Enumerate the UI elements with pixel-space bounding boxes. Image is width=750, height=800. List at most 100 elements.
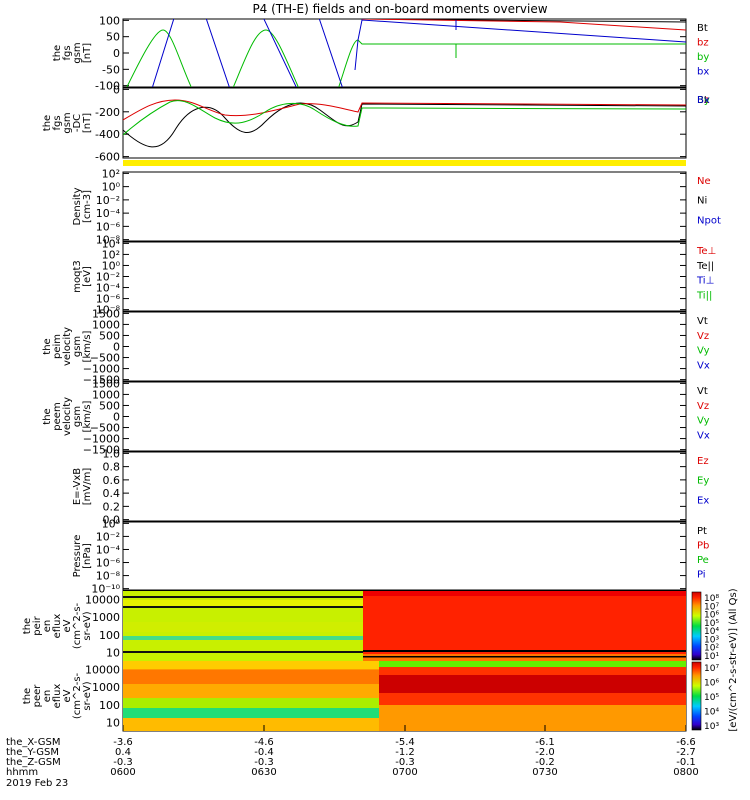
- colorbar-peer: [691, 661, 702, 731]
- ytick-label: −500: [90, 422, 120, 435]
- ytick-label: 100: [99, 699, 120, 712]
- ylabel-line: [nPa]: [82, 543, 93, 569]
- ylabel-line: [nT]: [82, 113, 93, 133]
- ytick-label: 500: [99, 329, 120, 342]
- panel-frame-pressure: [122, 521, 687, 591]
- ytick-label: 1500: [92, 377, 120, 390]
- ytick-label: 10: [106, 717, 120, 730]
- ylabel-line: sr-eV): [82, 611, 93, 640]
- legend-Ey: Ey: [697, 476, 709, 487]
- legend-Bz: Bz: [697, 95, 709, 106]
- ytick-label: 0: [113, 83, 120, 96]
- x-tick-value: 0600: [110, 767, 135, 778]
- colorbar-tick: 10⁴: [704, 708, 719, 718]
- ylabel-line: sr-eV): [82, 681, 93, 710]
- ylabel-line: moqt3: [72, 260, 83, 293]
- ylabel-line: E=-VxB: [72, 468, 83, 505]
- ylabel-line: -DC: [72, 114, 83, 132]
- ylabel-line: Pressure: [72, 535, 83, 578]
- ylabel-line: eflux: [52, 614, 63, 639]
- ytick-label: 1000: [92, 681, 120, 694]
- Bz-curve: [123, 99, 686, 121]
- colorbar-tick: 10⁷: [704, 664, 719, 674]
- ytick-label: −500: [90, 352, 120, 365]
- ytick-label: -200: [95, 106, 120, 119]
- ylabel-line: the: [52, 45, 63, 61]
- ytick-label: −1500: [83, 374, 120, 387]
- date-label: 2019 Feb 23: [6, 778, 68, 789]
- ytick-label: 10⁻⁶: [96, 220, 121, 233]
- legend-Te||: Te||: [696, 261, 714, 272]
- ylabel-line: velocity: [62, 327, 73, 366]
- legend-Pt: Pt: [697, 526, 707, 537]
- x-tick-value: 0630: [251, 767, 276, 778]
- legend-Vt: Vt: [697, 386, 708, 397]
- legend-Vt: Vt: [697, 316, 708, 327]
- x-tick-value: -2.0: [535, 747, 555, 758]
- colorbar-tick: 10¹: [704, 652, 719, 662]
- by-curve: [126, 29, 686, 87]
- ylabel-line: en: [42, 690, 53, 703]
- x-tick-value: -0.2: [535, 757, 555, 768]
- fgs-dc-curves: [123, 99, 686, 148]
- ytick-label: -400: [95, 128, 120, 141]
- x-tick-value: -6.6: [676, 737, 696, 748]
- colorbar-tick: 10⁵: [704, 619, 719, 629]
- ytick-label: 10⁻⁶: [96, 293, 121, 306]
- x-tick-value: -1.2: [395, 747, 415, 758]
- panel-frame-fgs_gsm: [122, 18, 687, 88]
- ytick-label: 500: [99, 399, 120, 412]
- ytick-label: 1000: [92, 611, 120, 624]
- ytick-label: 1000: [92, 318, 120, 331]
- colorbar-tick: 10³: [704, 722, 719, 732]
- x-tick-value: -4.6: [254, 737, 274, 748]
- legend-Bt: Bt: [697, 23, 708, 34]
- legend-Vx: Vx: [697, 430, 710, 441]
- ytick-label: 10⁻⁸: [96, 234, 121, 247]
- legend-Ez: Ez: [697, 456, 709, 467]
- ylabel-line: (cm^2-s-: [72, 602, 83, 649]
- legend-by: by: [697, 52, 709, 63]
- ylabel-line: eflux: [52, 684, 63, 709]
- x-tick-value: -3.6: [113, 737, 133, 748]
- ytick-label: 10⁻¹⁰: [91, 583, 120, 596]
- panel-frame-temperature: [122, 241, 687, 312]
- ylabel-line: the: [22, 688, 33, 704]
- panel-frame-peim_velocity: [122, 311, 687, 382]
- x-tick-value: -2.7: [676, 747, 696, 758]
- ytick-label: 0: [113, 47, 120, 60]
- ylabel-line: velocity: [62, 397, 73, 436]
- x-row-label: hhmm: [6, 767, 38, 778]
- ylabel-line: [km/s]: [82, 330, 93, 362]
- ytick-label: 10⁻⁴: [96, 207, 121, 220]
- ytick-label: 1500: [92, 307, 120, 320]
- ytick-label: 10⁻²: [96, 194, 120, 207]
- panel-frame-density: [122, 171, 687, 242]
- ytick-label: 10²: [102, 167, 120, 180]
- colorbar-tick: 10⁶: [704, 611, 719, 621]
- ytick-label: 10⁻⁴: [96, 543, 121, 556]
- ylabel-line: the: [42, 338, 53, 354]
- ytick-label: 10⁰: [102, 181, 121, 194]
- ylabel-line: fgs: [52, 115, 63, 130]
- ytick-label: 10000: [85, 663, 120, 676]
- ytick-label: -100: [95, 80, 120, 93]
- ytick-label: 0: [113, 411, 120, 424]
- ytick-label: 0: [113, 341, 120, 354]
- ylabel-line: peem: [52, 402, 63, 430]
- ytick-label: 100: [99, 629, 120, 642]
- ylabel-line: fgs: [62, 45, 73, 60]
- x-tick-value: 0730: [532, 767, 557, 778]
- peir-spectrogram: [123, 591, 686, 661]
- ylabel-line: the: [42, 115, 53, 131]
- fgs-curves: [126, 19, 686, 87]
- x-tick-value: -0.3: [113, 757, 133, 768]
- ytick-label: 50: [106, 31, 120, 44]
- ytick-label: −1000: [83, 433, 120, 446]
- colorbar-label: [eV/(cm^2-s-str-eV)] (All Qs): [728, 588, 739, 731]
- ylabel-line: peir: [32, 615, 43, 635]
- legend-Pe: Pe: [697, 555, 709, 566]
- x-tick-value: -0.4: [254, 747, 274, 758]
